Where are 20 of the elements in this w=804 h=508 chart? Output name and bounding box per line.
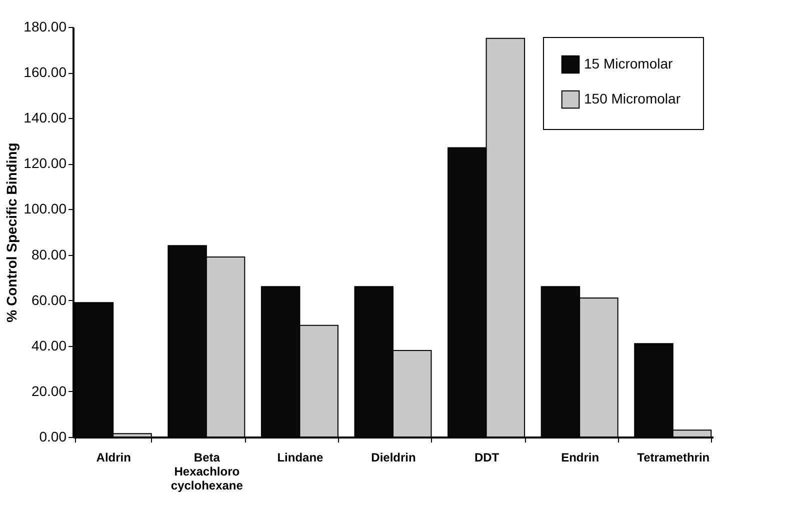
y-axis-title: % Control Specific Binding [4, 142, 20, 322]
y-tick-label: 160.00 [24, 64, 67, 80]
y-tick-label: 140.00 [24, 110, 67, 126]
x-tick-label: Dieldrin [371, 450, 416, 464]
y-tick-label: 120.00 [24, 155, 67, 172]
y-tick-label: 20.00 [31, 382, 67, 399]
x-tick-label: Tetramethrin [637, 450, 710, 464]
x-tick-label: Endrin [561, 450, 600, 464]
y-tick-label: 60.00 [31, 292, 67, 308]
legend-label: 15 Micromolar [584, 56, 674, 72]
legend-label: 150 Micromolar [584, 90, 681, 106]
y-tick-label: 0.00 [39, 428, 67, 444]
y-tick-label: 80.00 [31, 246, 67, 262]
y-tick-label: 40.00 [31, 337, 67, 354]
x-tick-label: Beta Hexachloro cyclohexane [170, 450, 244, 492]
y-tick-label: 100.00 [24, 200, 67, 217]
y-tick-label: 180.00 [24, 18, 67, 34]
x-tick-label: Aldrin [96, 450, 131, 464]
x-tick-label: Lindane [277, 450, 324, 464]
x-tick-label: DDT [474, 450, 500, 464]
